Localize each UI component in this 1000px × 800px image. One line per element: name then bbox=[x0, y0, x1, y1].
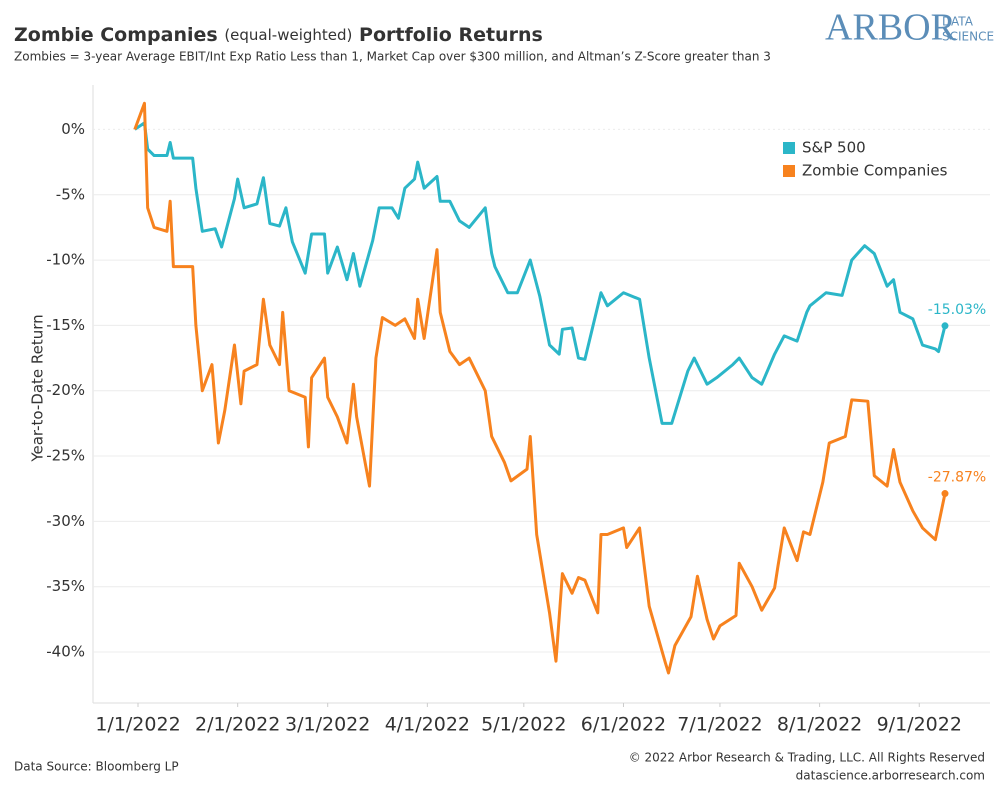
legend-label: Zombie Companies bbox=[802, 162, 948, 180]
website: datascience.arborresearch.com bbox=[796, 769, 985, 783]
x-tick-label: 6/1/2022 bbox=[581, 714, 666, 736]
end-point bbox=[941, 490, 949, 498]
line-series bbox=[133, 101, 947, 675]
logo-line2: SCIENCE bbox=[942, 30, 994, 44]
y-axis-label: Year-to-Date Return bbox=[29, 314, 47, 462]
y-tick-label: -20% bbox=[46, 381, 85, 399]
end-label: -15.03% bbox=[928, 302, 986, 318]
title-note: (equal-weighted) bbox=[224, 26, 352, 44]
x-tick-label: 5/1/2022 bbox=[481, 714, 566, 736]
y-tick-label: -15% bbox=[46, 316, 85, 334]
x-tick-label: 4/1/2022 bbox=[385, 714, 470, 736]
subtitle: Zombies = 3-year Average EBIT/Int Exp Ra… bbox=[14, 50, 771, 64]
x-tick-label: 2/1/2022 bbox=[195, 714, 280, 736]
logo-line1: DATA bbox=[942, 15, 974, 29]
y-tick-label: -30% bbox=[46, 512, 85, 530]
end-point bbox=[941, 322, 949, 330]
y-tick-label: -5% bbox=[56, 185, 85, 203]
title-main: Zombie Companies bbox=[14, 24, 218, 46]
end-label: -27.87% bbox=[928, 470, 986, 486]
x-tick-label: 1/1/2022 bbox=[95, 714, 180, 736]
y-tick-label: -35% bbox=[46, 577, 85, 595]
x-tick-label: 8/1/2022 bbox=[777, 714, 862, 736]
y-tick-label: 0% bbox=[61, 120, 85, 138]
chart-title: Zombie Companies (equal-weighted) Portfo… bbox=[14, 24, 543, 46]
legend-label: S&P 500 bbox=[802, 139, 866, 157]
line-series bbox=[133, 121, 947, 425]
y-tick-label: -10% bbox=[46, 251, 85, 269]
y-tick-label: -40% bbox=[46, 643, 85, 661]
x-tick-label: 3/1/2022 bbox=[285, 714, 370, 736]
title-end: Portfolio Returns bbox=[359, 24, 543, 46]
legend-swatch bbox=[783, 142, 795, 154]
copyright: © 2022 Arbor Research & Trading, LLC. Al… bbox=[629, 751, 985, 765]
x-tick-label: 9/1/2022 bbox=[877, 714, 962, 736]
logo-main: ARBOR bbox=[825, 7, 957, 49]
x-tick-label: 7/1/2022 bbox=[677, 714, 762, 736]
y-tick-label: -25% bbox=[46, 447, 85, 465]
source: Data Source: Bloomberg LP bbox=[14, 760, 179, 774]
legend-swatch bbox=[783, 165, 795, 177]
